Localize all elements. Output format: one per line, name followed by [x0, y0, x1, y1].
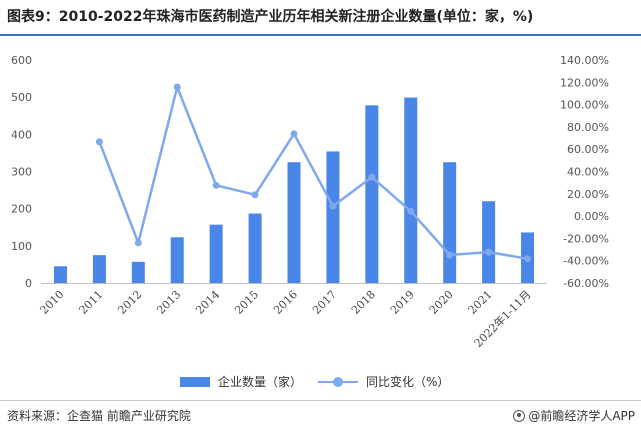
x-tick-label: 2021: [466, 288, 495, 317]
y-left-tick-label: 100: [11, 240, 32, 253]
footer-divider: [0, 400, 641, 401]
x-tick-label: 2014: [193, 288, 222, 317]
bar: [404, 97, 418, 283]
legend-line-label: 同比变化（%）: [366, 375, 450, 389]
y-left-tick-label: 600: [11, 54, 32, 67]
bar: [326, 151, 340, 283]
x-tick-label: 2017: [310, 288, 339, 317]
legend-line-swatch: [318, 376, 358, 387]
bar: [248, 213, 262, 283]
y-right-tick-label: 100.00%: [560, 99, 609, 112]
yoy-point: [485, 248, 493, 256]
y-right-tick-label: 40.00%: [567, 166, 609, 179]
x-tick-label: 2011: [77, 288, 106, 317]
y-right-tick-label: 140.00%: [560, 54, 609, 67]
bar: [53, 266, 67, 283]
chart-title: 图表9：2010-2022年珠海市医药制造产业历年相关新注册企业数量(单位：家，…: [7, 9, 534, 25]
yoy-point: [407, 207, 415, 215]
y-right-tick-label: -40.00%: [563, 255, 609, 268]
x-tick-label: 2018: [349, 288, 378, 317]
bar: [209, 224, 223, 283]
x-tick-label: 2020: [427, 288, 456, 317]
legend: 企业数量（家） 同比变化（%）: [0, 373, 641, 393]
x-tick-label: 2012: [115, 288, 144, 317]
y-right-tick-label: 120.00%: [560, 76, 609, 89]
x-tick-label: 2013: [154, 288, 183, 317]
yoy-point: [212, 181, 220, 189]
yoy-point: [446, 251, 454, 259]
y-right-tick-label: 80.00%: [567, 121, 609, 134]
y-right-tick-label: 0.00%: [574, 210, 609, 223]
y-right-tick-label: -20.00%: [563, 232, 609, 245]
source-note: 资料来源：企查猫 前瞻产业研究院: [7, 409, 191, 423]
y-left-tick-label: 300: [11, 166, 32, 179]
yoy-point: [524, 255, 532, 263]
y-right-tick-label: -60.00%: [563, 277, 609, 290]
bar: [92, 255, 106, 283]
yoy-point: [251, 191, 259, 199]
legend-item-line[interactable]: 同比变化（%）: [318, 373, 449, 390]
yoy-line: [98, 85, 528, 260]
brand-logo-icon: [513, 409, 526, 422]
yoy-point: [368, 173, 376, 181]
y-left-tick-label: 400: [11, 128, 32, 141]
bar: [365, 105, 379, 284]
legend-bar-label: 企业数量（家）: [218, 375, 303, 389]
x-tick-label: 2016: [271, 288, 300, 317]
x-tick-label: 2015: [232, 288, 261, 317]
y-right-tick-label: 20.00%: [567, 188, 609, 201]
bar: [443, 162, 457, 283]
y-left-tick-label: 0: [25, 277, 32, 290]
y-right-tick-label: 60.00%: [567, 143, 609, 156]
bar: [287, 162, 301, 283]
yoy-point: [134, 239, 142, 247]
combo-chart: 0 100 200 300 400 500 600 -60.00% -40.00% -20.00%…: [11, 54, 609, 350]
yoy-point: [290, 130, 298, 138]
bar: [482, 201, 496, 283]
legend-item-bar[interactable]: 企业数量（家）: [180, 373, 302, 390]
yoy-point: [173, 83, 181, 91]
x-tick-label: 2019: [388, 288, 417, 317]
y-left-tick-label: 500: [11, 91, 32, 104]
brand-text: @前瞻经济学人APP: [528, 409, 635, 423]
legend-bar-swatch: [180, 376, 210, 387]
title-underline: [0, 34, 641, 36]
yoy-point: [95, 138, 103, 146]
x-tick-label: 2010: [38, 288, 67, 317]
y-left-tick-label: 200: [11, 203, 32, 216]
yoy-point: [329, 202, 337, 210]
bar: [170, 237, 184, 283]
brand-credit: @前瞻经济学人APP: [513, 407, 635, 424]
bar: [131, 261, 145, 283]
